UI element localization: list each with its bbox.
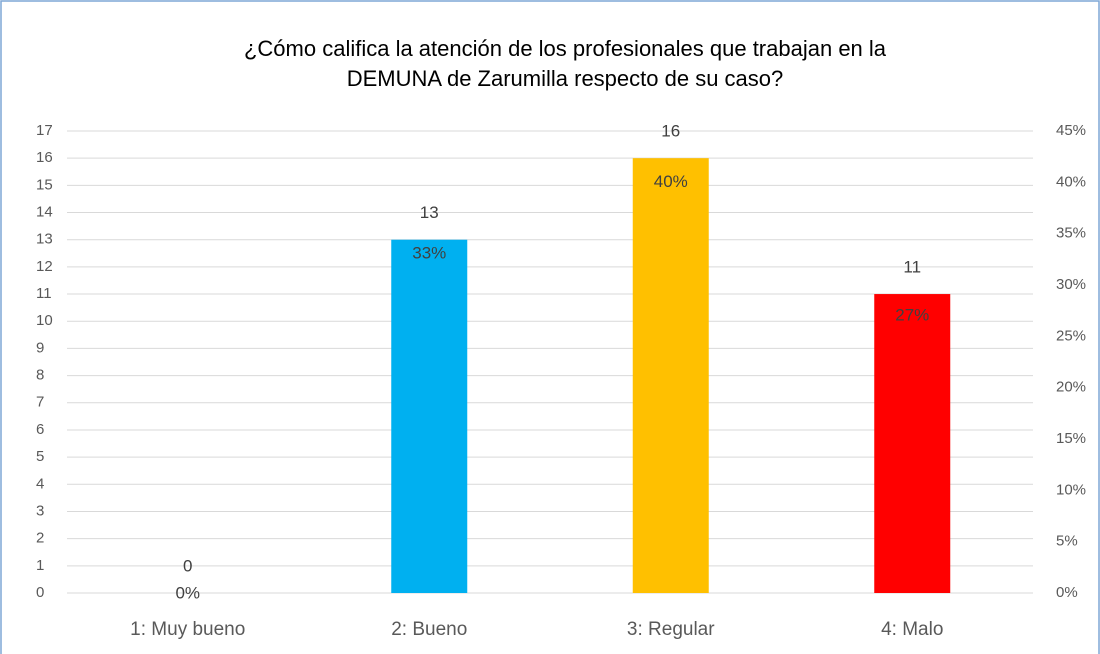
y-tick-label: 4: [36, 475, 44, 492]
y-tick-label: 5: [36, 448, 44, 465]
y-tick-label: 2: [36, 530, 44, 547]
x-tick-label: 3: Regular: [627, 619, 715, 640]
value-label: 16: [661, 122, 680, 141]
y2-tick-label: 25%: [1056, 327, 1086, 344]
y-tick-label: 16: [36, 149, 53, 166]
y-tick-label: 1: [36, 557, 44, 574]
y2-tick-label: 0%: [1056, 584, 1078, 601]
y-tick-label: 14: [36, 203, 53, 220]
chart-title: ¿Cómo califica la atención de los profes…: [244, 36, 887, 61]
value-label: 0: [183, 556, 192, 575]
y-tick-label: 9: [36, 339, 44, 356]
y-tick-label: 6: [36, 421, 44, 438]
percent-label: 40%: [654, 172, 688, 191]
y-tick-label: 12: [36, 258, 53, 275]
y-tick-label: 17: [36, 122, 53, 139]
percent-label: 0%: [175, 583, 200, 602]
y-tick-label: 10: [36, 312, 53, 329]
bar: [632, 158, 709, 594]
percent-label: 27%: [895, 305, 929, 324]
y-tick-label: 3: [36, 502, 44, 519]
y-tick-label: 11: [36, 285, 52, 302]
y-tick-label: 13: [36, 231, 53, 248]
y-tick-label: 8: [36, 367, 44, 384]
value-label: 11: [903, 258, 921, 277]
bar: [391, 239, 468, 594]
bar: [874, 294, 951, 593]
y2-tick-label: 40%: [1056, 173, 1086, 190]
value-label: 13: [420, 203, 439, 222]
y-tick-label: 7: [36, 394, 44, 411]
x-tick-label: 4: Malo: [881, 619, 943, 640]
chart-title: DEMUNA de Zarumilla respecto de su caso?: [347, 66, 784, 91]
x-tick-label: 2: Bueno: [391, 619, 467, 640]
percent-label: 33%: [412, 244, 446, 263]
y2-tick-label: 35%: [1056, 225, 1086, 242]
x-tick-label: 1: Muy bueno: [130, 619, 245, 640]
y2-tick-label: 10%: [1056, 481, 1086, 498]
y2-tick-label: 45%: [1056, 122, 1086, 139]
y-tick-label: 15: [36, 176, 53, 193]
y2-tick-label: 5%: [1056, 533, 1078, 550]
y2-tick-label: 15%: [1056, 430, 1086, 447]
y2-tick-label: 30%: [1056, 276, 1086, 293]
y2-tick-label: 20%: [1056, 379, 1086, 396]
y-tick-label: 0: [36, 584, 44, 601]
